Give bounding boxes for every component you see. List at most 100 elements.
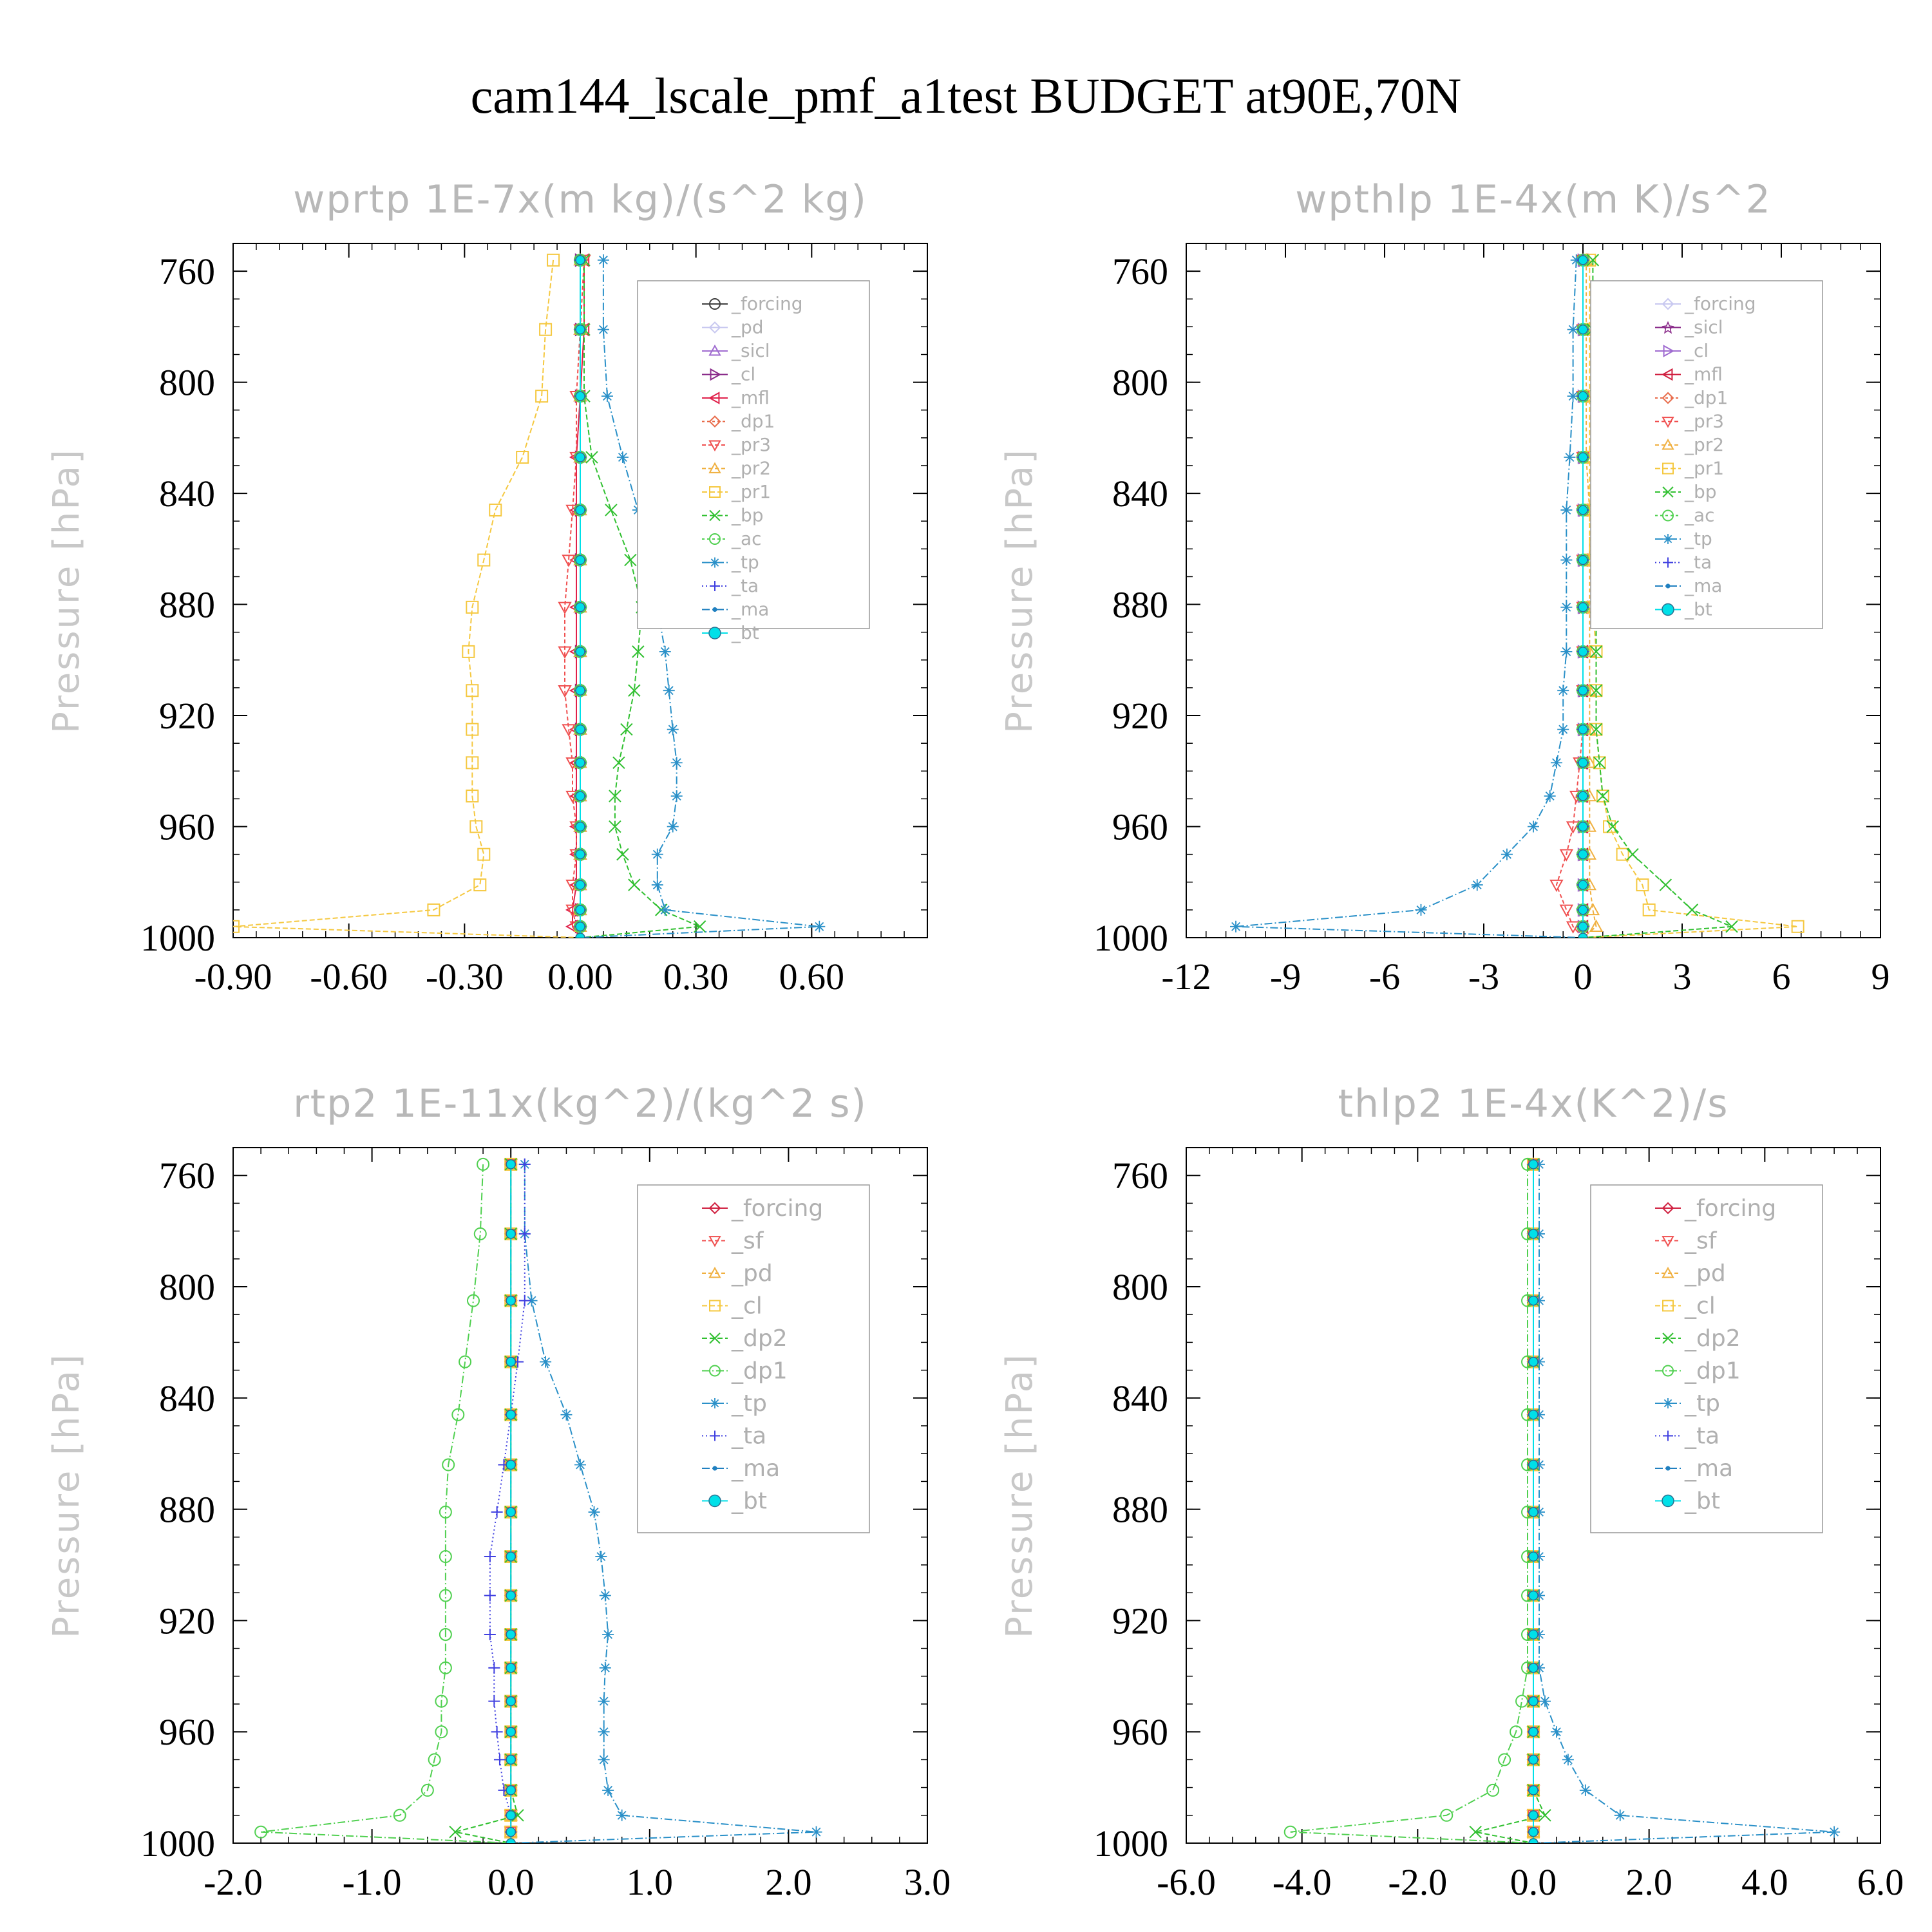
data-point [1578, 821, 1588, 832]
y-tick-label: 960 [1112, 1711, 1168, 1753]
legend-marker [1663, 557, 1673, 568]
data-point [575, 685, 585, 696]
data-point [506, 1295, 516, 1306]
panel-rtp2: rtp2 1E-11x(kg^2)/(kg^2 s) Pressure [hPa]… [46, 1081, 951, 1903]
x-tick-label: -2.0 [204, 1861, 263, 1903]
legend-entry: _pd [1684, 1260, 1726, 1287]
data-point [575, 255, 585, 265]
panel-wpthlp: wpthlp 1E-4x(m K)/s^2 Pressure [hPa] -12 -9… [999, 177, 1890, 998]
series-line [1235, 260, 1584, 938]
data-point [1685, 904, 1699, 916]
data-point [1528, 1459, 1539, 1470]
data-point [1528, 1727, 1539, 1737]
data-point [575, 880, 585, 890]
legend-marker [1662, 603, 1674, 616]
series-line [233, 260, 581, 938]
legend-entry: _bp [731, 505, 764, 526]
data-point [506, 1551, 516, 1562]
legend-marker [1662, 321, 1674, 334]
data-point [1567, 390, 1579, 402]
legend-entry: _tp [731, 552, 759, 573]
y-tick-label: 840 [1112, 1378, 1168, 1419]
data-point [506, 1663, 516, 1673]
legend-entry: _dp1 [1684, 387, 1728, 408]
x-tick-label: -0.60 [310, 956, 388, 998]
data-point [574, 1459, 586, 1471]
data-point [560, 1408, 573, 1421]
series-line [1475, 1164, 1546, 1843]
legend-entry: _ac [731, 528, 762, 549]
data-point [1828, 1826, 1841, 1838]
data-point [651, 848, 663, 860]
legend-marker [710, 557, 720, 568]
data-point [254, 1825, 268, 1839]
data-point [575, 922, 585, 932]
data-point [575, 602, 585, 612]
legend-entry: _dp1 [731, 411, 775, 432]
x-tick-label: 0.0 [488, 1861, 535, 1903]
legend-marker [1662, 438, 1674, 450]
x-tick-label: 2.0 [765, 1861, 812, 1903]
legend-entry: _tp [1684, 1390, 1720, 1417]
legend-entry: _ta [1684, 1423, 1719, 1450]
x-tick-label: -1.0 [343, 1861, 402, 1903]
data-point [616, 1809, 628, 1821]
x-tick-label: 6 [1772, 956, 1791, 998]
data-point [1539, 1695, 1551, 1707]
x-tick-label: 3 [1673, 956, 1692, 998]
series-line [511, 1164, 817, 1843]
data-point [477, 1157, 490, 1171]
x-tick-label: -6 [1369, 956, 1400, 998]
data-point [597, 254, 609, 266]
data-point [1528, 1356, 1539, 1367]
data-point [1589, 723, 1603, 736]
data-point [439, 1628, 452, 1641]
data-point [575, 791, 585, 801]
data-point [466, 756, 479, 770]
data-point [491, 1726, 503, 1738]
data-point [466, 600, 479, 614]
legend-marker [1662, 1266, 1674, 1278]
data-point [451, 1408, 465, 1421]
legend-marker [1662, 509, 1674, 522]
data-point [598, 1695, 610, 1707]
x-tick-label: -4.0 [1273, 1861, 1332, 1903]
data-point [1471, 879, 1483, 891]
data-point [427, 903, 440, 916]
legend-entry: _ma [731, 599, 769, 620]
data-point [1578, 255, 1588, 265]
x-tick-label: 9 [1871, 956, 1890, 998]
data-point [667, 723, 679, 735]
data-point [506, 1590, 516, 1601]
legend-entry: _ma [731, 1455, 780, 1482]
data-point [518, 1294, 531, 1307]
x-tick-label: -2.0 [1388, 1861, 1447, 1903]
legend-entry: _tp [731, 1390, 767, 1417]
legend: _forcing _sf _pd _cl _dp2 _dp1 _tp _ta _ma _bt [637, 1184, 870, 1533]
legend-entry: _forcing [731, 1195, 823, 1222]
x-tick-label: 4.0 [1741, 1861, 1788, 1903]
data-point [1560, 601, 1573, 613]
y-axis-label: Pressure [hPa] [46, 1352, 88, 1638]
series-dp2 [449, 1158, 524, 1843]
x-tick-label: -12 [1161, 956, 1211, 998]
data-point [466, 684, 479, 697]
legend-marker [709, 1332, 721, 1344]
data-point [659, 904, 671, 916]
data-point [595, 1551, 607, 1563]
data-point [1510, 1725, 1523, 1739]
data-point [1560, 504, 1573, 516]
data-point [1593, 756, 1606, 770]
y-tick-label: 1000 [140, 1823, 215, 1864]
legend-marker [708, 321, 721, 334]
y-tick-label: 840 [159, 473, 215, 515]
data-point [1440, 1808, 1454, 1822]
x-tick-label: 1.0 [627, 1861, 674, 1903]
data-point [459, 1355, 472, 1368]
legend-marker [709, 509, 721, 522]
legend-entry: _ma [1684, 1455, 1733, 1482]
legend-entry: _bt [1684, 599, 1712, 620]
data-point [1528, 1295, 1539, 1306]
legend-marker [710, 1398, 720, 1408]
data-point [813, 920, 826, 933]
